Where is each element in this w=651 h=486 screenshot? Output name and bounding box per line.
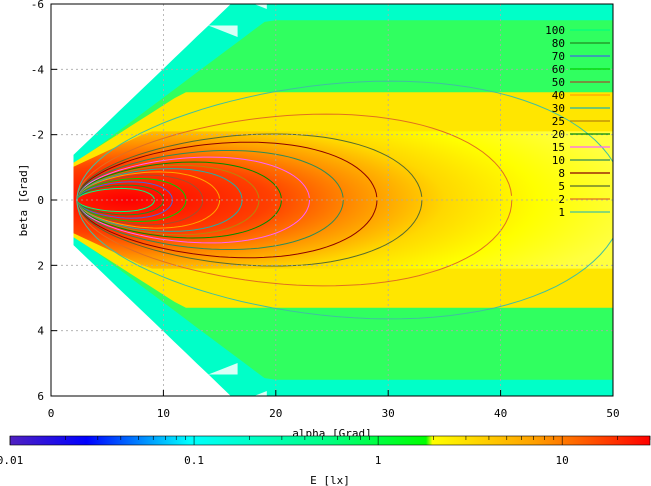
colorbar-tick-label: 0.01 — [0, 454, 23, 467]
field-sawtooth-edge — [254, 4, 267, 9]
y-tick-label: -4 — [31, 63, 45, 76]
field-sawtooth-edge — [208, 363, 238, 375]
x-tick-label: 30 — [382, 407, 395, 420]
legend-label-15: 15 — [552, 141, 565, 154]
colorbar-label: E [lx] — [310, 474, 350, 486]
field-sawtooth-edge — [530, 398, 559, 409]
field-region-high — [73, 131, 613, 269]
legend-label-25: 25 — [552, 115, 565, 128]
x-tick-label: 20 — [269, 407, 282, 420]
y-tick-label: -6 — [31, 0, 44, 11]
field-sawtooth-edge — [254, 391, 267, 396]
field-sawtooth-edge — [354, 0, 383, 2]
colorbar-ticks: 0.01 0.1 1 10 — [0, 436, 651, 467]
y-axis-label: beta [Grad] — [17, 164, 30, 237]
field-sawtooth-edge — [471, 0, 500, 2]
field-sawtooth-edge — [384, 0, 413, 2]
legend-label-60: 60 — [552, 63, 565, 76]
legend-label-30: 30 — [552, 102, 565, 115]
legend-label-70: 70 — [552, 50, 565, 63]
y-tick-label: 6 — [37, 390, 44, 403]
y-tick-label: -2 — [31, 129, 44, 142]
field-sawtooth-edge — [354, 398, 383, 409]
field-sawtooth-edge — [325, 398, 354, 409]
contour-line-1 — [76, 80, 613, 320]
field-sawtooth-edge — [296, 398, 325, 409]
field-sawtooth-edge — [442, 0, 471, 2]
field-sawtooth-edge — [413, 0, 442, 2]
legend-label-80: 80 — [552, 37, 565, 50]
field-sawtooth-edge — [442, 398, 471, 409]
legend-label-100: 100 — [545, 24, 565, 37]
y-tick-label: 2 — [37, 259, 44, 272]
field-sawtooth-edge — [501, 0, 530, 2]
legend-label-5: 5 — [558, 180, 565, 193]
field-sawtooth-edge — [296, 0, 325, 2]
field-sawtooth-edge — [559, 0, 588, 2]
x-tick-label: 0 — [48, 407, 55, 420]
field-sawtooth-edge — [208, 25, 238, 37]
field-sawtooth-edge — [559, 398, 588, 409]
x-tick-label: 10 — [157, 407, 170, 420]
legend-label-50: 50 — [552, 76, 565, 89]
x-tick-label: 40 — [494, 407, 507, 420]
field-sawtooth-edge — [325, 0, 354, 2]
y-axis-ticks: -6 -4 -2 0 2 4 6 — [31, 0, 57, 403]
colorbar-tick-label: 10 — [556, 454, 569, 467]
legend-label-10: 10 — [552, 154, 565, 167]
legend-label-20: 20 — [552, 128, 565, 141]
legend-label-2: 2 — [558, 193, 565, 206]
y-tick-label: 4 — [37, 325, 44, 338]
x-axis-ticks: 0 10 20 30 40 50 — [48, 390, 620, 420]
x-tick-label: 50 — [606, 407, 619, 420]
colorbar-tick-label: 1 — [375, 454, 382, 467]
field-sawtooth-edge — [530, 0, 559, 2]
y-tick-label: 0 — [37, 194, 44, 207]
field-sawtooth-edge — [413, 398, 442, 409]
illuminance-field — [73, 0, 613, 409]
legend-label-40: 40 — [552, 89, 565, 102]
legend-label-8: 8 — [558, 167, 565, 180]
colorbar-tick-label: 0.1 — [184, 454, 204, 467]
field-sawtooth-edge — [267, 0, 296, 2]
legend-label-1: 1 — [558, 206, 565, 219]
